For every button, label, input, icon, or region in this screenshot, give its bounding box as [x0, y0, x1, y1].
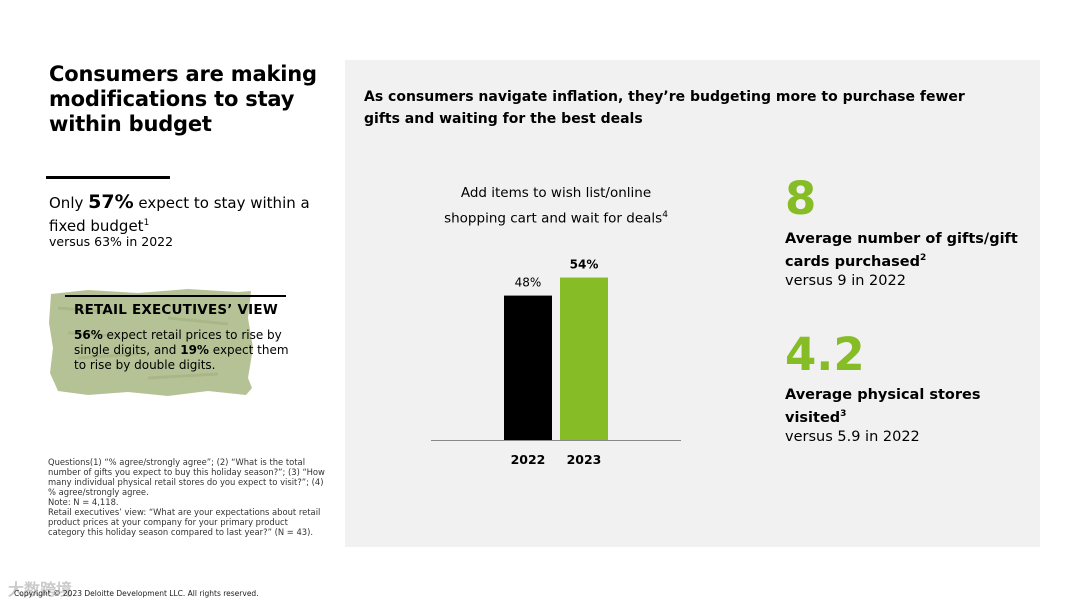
title-divider [46, 176, 170, 179]
budget-stat-value: 57% [88, 191, 134, 213]
stat-stores-footnote-ref: 3 [840, 409, 847, 419]
footnote-questions: Questions(1) “% agree/strongly agree”; (… [48, 457, 325, 497]
chart-title-footnote-ref: 4 [662, 210, 668, 220]
stat-gifts: 8 Average number of gifts/gift cards pur… [785, 174, 1025, 291]
budget-stat: Only 57% expect to stay within a fixed b… [49, 192, 329, 236]
exec-value-double: 19% [180, 343, 209, 357]
copyright: Copyright © 2023 Deloitte Development LL… [14, 589, 259, 598]
exec-view-divider [65, 295, 286, 297]
chart-title-text: Add items to wish list/online shopping c… [444, 185, 663, 227]
exec-text-2: expect them to rise by double digits. [74, 343, 289, 372]
stat-stores-label: Average physical stores visited3 [785, 387, 981, 426]
bar-chart: 48% 2022 54% 2023 [431, 258, 681, 467]
x-tick-2023: 2023 [567, 452, 602, 467]
chart-title: Add items to wish list/online shopping c… [436, 182, 676, 230]
data-label-2023: 54% [570, 258, 599, 272]
stat-stores: 4.2 Average physical stores visited3 ver… [785, 330, 1025, 447]
data-label-2022: 48% [515, 276, 542, 290]
stat-stores-comparison: versus 5.9 in 2022 [785, 428, 920, 445]
page-title: Consumers are making modifications to st… [49, 62, 317, 136]
budget-stat-prefix: Only [49, 194, 89, 212]
exec-view-heading: RETAIL EXECUTIVES’ VIEW [74, 302, 278, 318]
stat-stores-value: 4.2 [785, 328, 865, 381]
footnotes: Questions(1) “% agree/strongly agree”; (… [48, 457, 326, 537]
insight-panel [345, 60, 1040, 547]
stat-gifts-value: 8 [785, 172, 817, 225]
budget-stat-text: expect to stay within a fixed budget [49, 194, 310, 235]
stat-gifts-label: Average number of gifts/gift cards purch… [785, 231, 1018, 270]
torn-paper-texture [49, 289, 253, 396]
bar-2023 [560, 277, 608, 440]
stat-gifts-comparison: versus 9 in 2022 [785, 272, 906, 289]
budget-stat-footnote-ref: 1 [143, 218, 150, 228]
exec-text-1: expect retail prices to rise by single d… [74, 328, 282, 357]
footnote-exec: Retail executives’ view: “What are your … [48, 507, 321, 537]
panel-headline: As consumers navigate inflation, they’re… [364, 89, 965, 127]
bar-2022 [504, 295, 552, 440]
budget-stat-comparison: versus 63% in 2022 [49, 234, 174, 249]
exec-value-single: 56% [74, 328, 103, 342]
footnote-note: Note: N = 4,118. [48, 497, 119, 507]
exec-view-body: 56% expect retail prices to rise by sing… [74, 328, 289, 373]
watermark: 大数跨境 [8, 580, 73, 599]
x-tick-2022: 2022 [511, 452, 546, 467]
stat-gifts-footnote-ref: 2 [920, 253, 927, 263]
